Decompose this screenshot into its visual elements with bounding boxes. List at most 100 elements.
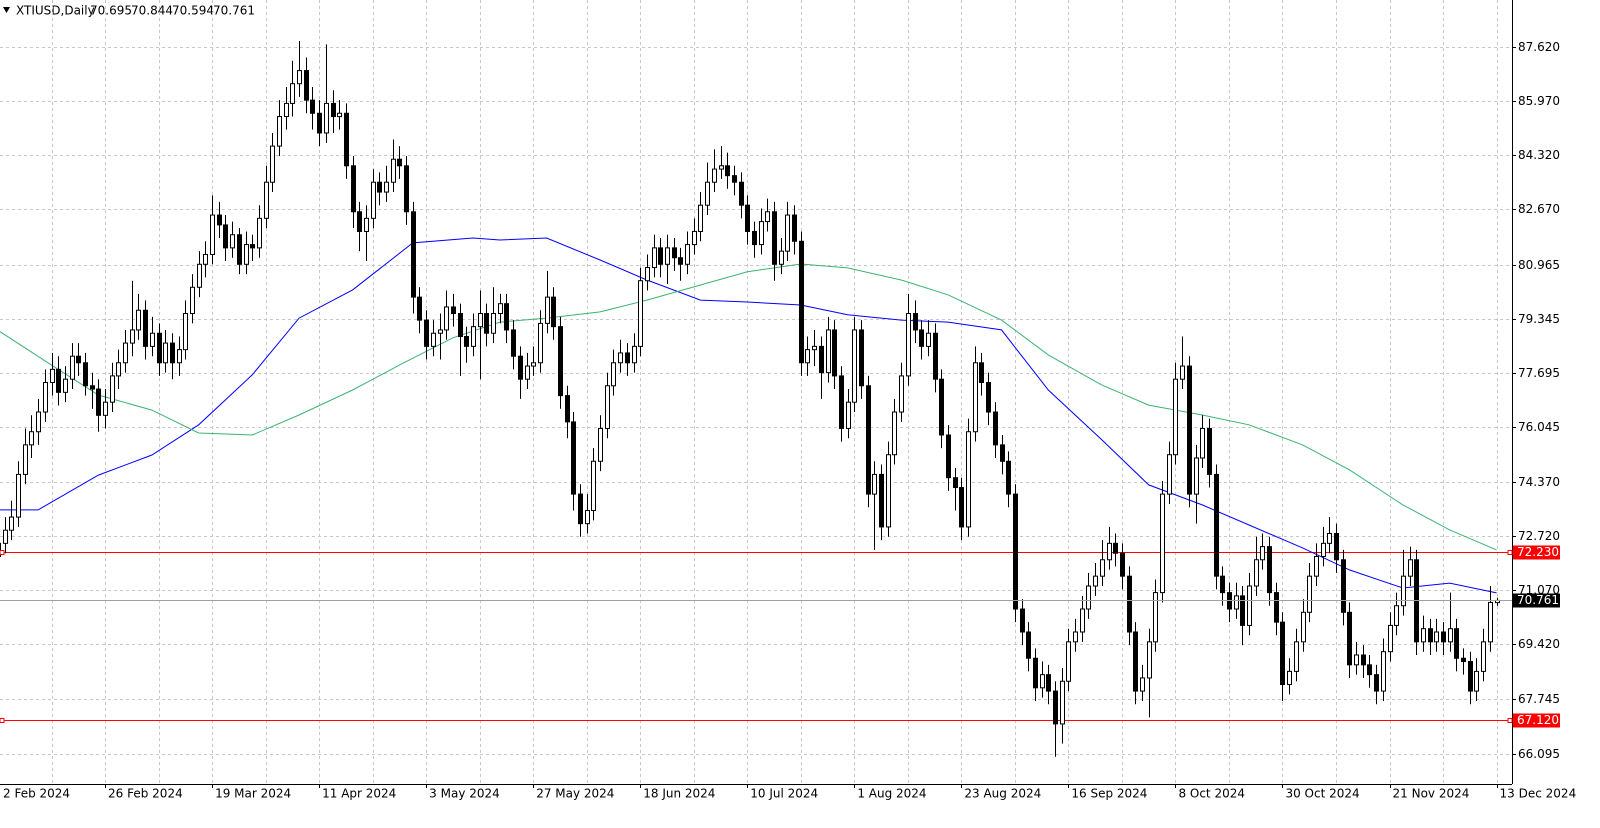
y-tick-label: 85.970 bbox=[1518, 94, 1560, 108]
candle-body bbox=[491, 313, 496, 334]
candle-body bbox=[1434, 631, 1439, 643]
candle-body bbox=[946, 434, 951, 479]
candle-body bbox=[1060, 680, 1065, 725]
x-tick-label: 16 Sep 2024 bbox=[1071, 787, 1147, 801]
candle-body bbox=[913, 313, 918, 331]
candle-body bbox=[705, 181, 710, 206]
candle-body bbox=[1086, 585, 1091, 610]
candle-body bbox=[337, 112, 342, 118]
candle-body bbox=[625, 352, 630, 364]
candle-body bbox=[377, 181, 382, 193]
candle-body bbox=[136, 309, 141, 331]
candle-body bbox=[1481, 641, 1486, 672]
candle-body bbox=[1147, 641, 1152, 679]
candle-body bbox=[759, 221, 764, 246]
candle-body bbox=[685, 244, 690, 265]
candle-body bbox=[417, 296, 422, 321]
moving-average-line bbox=[0, 263, 1497, 551]
candle-body bbox=[1394, 605, 1399, 626]
candle-body bbox=[899, 375, 904, 413]
candle-body bbox=[1000, 444, 1005, 462]
candle-body bbox=[1367, 664, 1372, 676]
level-marker bbox=[0, 718, 5, 723]
candle-body bbox=[1280, 621, 1285, 686]
candle-body bbox=[1107, 542, 1112, 561]
candle-body bbox=[725, 165, 730, 177]
x-tick-label: 8 Oct 2024 bbox=[1178, 787, 1245, 801]
candle-body bbox=[351, 165, 356, 213]
candle-body bbox=[36, 411, 41, 433]
candle-body bbox=[859, 329, 864, 387]
candle-body bbox=[1167, 454, 1172, 495]
x-tick-label: 18 Jun 2024 bbox=[643, 787, 715, 801]
level-marker bbox=[1507, 550, 1513, 555]
candle-body bbox=[571, 421, 576, 495]
candle-body bbox=[1180, 365, 1185, 380]
candle-body bbox=[177, 349, 182, 364]
candle-body bbox=[752, 230, 757, 246]
candle-body bbox=[712, 168, 717, 183]
candle-body bbox=[1207, 427, 1212, 475]
candle-body bbox=[585, 510, 590, 525]
level-label-box bbox=[1513, 545, 1560, 560]
candle-body bbox=[1254, 559, 1259, 587]
candle-body bbox=[103, 401, 108, 416]
moving-average-line bbox=[0, 237, 1497, 594]
candle-body bbox=[933, 332, 938, 380]
candle-body bbox=[926, 332, 931, 347]
y-tick-label: 69.420 bbox=[1518, 637, 1560, 651]
candle-body bbox=[83, 362, 88, 387]
overlay: 87.620 85.970 84.320 82.670 80.965 79.345 77.6… bbox=[0, 40, 1576, 801]
candle-body bbox=[538, 322, 543, 364]
candle-body bbox=[1113, 542, 1118, 554]
candle-body bbox=[1428, 628, 1433, 643]
candle-body bbox=[364, 217, 369, 232]
candle-body bbox=[1441, 631, 1446, 643]
candle-body bbox=[1307, 575, 1312, 613]
candle-body bbox=[719, 165, 724, 170]
candle-body bbox=[872, 473, 877, 495]
candle-body bbox=[70, 355, 75, 380]
candle-body bbox=[652, 247, 657, 269]
level-marker bbox=[1507, 718, 1513, 723]
candle-body bbox=[1287, 670, 1292, 686]
y-tick-label: 72.720 bbox=[1518, 529, 1560, 543]
candle-body bbox=[819, 345, 824, 374]
header-open: 70.695 bbox=[90, 4, 132, 18]
candle-body bbox=[23, 444, 28, 475]
candle-body bbox=[130, 329, 135, 344]
candle-body bbox=[832, 329, 837, 377]
y-tick-label: 74.370 bbox=[1518, 475, 1560, 489]
candle-body bbox=[1374, 674, 1379, 692]
candle-body bbox=[1334, 533, 1339, 561]
candle-body bbox=[805, 349, 810, 364]
chart-title: XTIUSD,Daily bbox=[16, 4, 95, 18]
candle-body bbox=[879, 473, 884, 528]
candle-body bbox=[384, 181, 389, 193]
x-tick-label: 21 Nov 2024 bbox=[1393, 787, 1470, 801]
candle-body bbox=[1140, 677, 1145, 692]
candle-body bbox=[431, 332, 436, 347]
candle-body bbox=[1381, 651, 1386, 692]
candle-body bbox=[692, 230, 697, 246]
candle-body bbox=[852, 329, 857, 403]
candle-body bbox=[310, 99, 315, 114]
candle-body bbox=[986, 381, 991, 413]
y-tick-label: 84.320 bbox=[1518, 148, 1560, 162]
candle-body bbox=[886, 454, 891, 528]
candle-body bbox=[511, 329, 516, 357]
candle-body bbox=[618, 352, 623, 364]
candle-body bbox=[1294, 641, 1299, 672]
candle-body bbox=[658, 247, 663, 265]
collapse-icon[interactable] bbox=[3, 7, 10, 13]
candle-body bbox=[698, 204, 703, 232]
candle-body bbox=[906, 313, 911, 377]
candle-body bbox=[939, 378, 944, 436]
candle-body bbox=[1347, 611, 1352, 666]
candle-body bbox=[424, 319, 429, 347]
candle-body bbox=[518, 355, 523, 380]
candle-body bbox=[525, 365, 530, 380]
level-marker bbox=[0, 550, 5, 555]
candle-body bbox=[344, 112, 349, 167]
x-tick-label: 13 Dec 2024 bbox=[1500, 787, 1577, 801]
